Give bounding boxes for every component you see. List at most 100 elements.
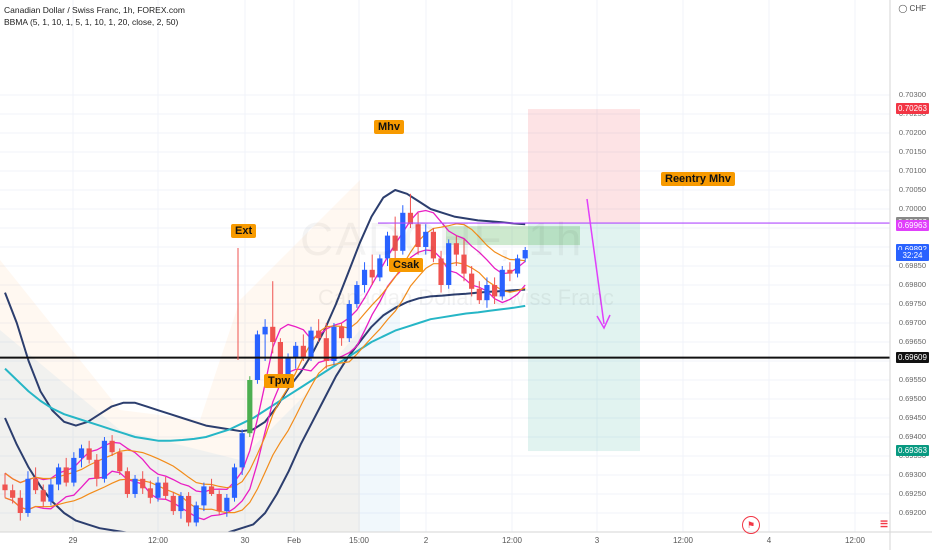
price-tick-label: 0.69750 bbox=[898, 299, 926, 308]
candle bbox=[178, 492, 184, 519]
ma-10-high-line bbox=[4, 223, 526, 489]
candle-body bbox=[94, 459, 100, 479]
candle bbox=[201, 482, 207, 512]
candle bbox=[453, 235, 459, 266]
annotation-reentry[interactable]: Reentry Mhv bbox=[661, 172, 736, 186]
candle-body bbox=[10, 490, 16, 498]
watermark-symbol: CADCHF, 1h bbox=[300, 212, 583, 266]
candle-body bbox=[117, 452, 123, 472]
candle-body bbox=[323, 338, 329, 361]
bollinger-upper-line bbox=[4, 189, 526, 433]
candle-body bbox=[300, 345, 306, 358]
candle bbox=[514, 254, 521, 278]
price-tick-label: 0.69850 bbox=[898, 261, 926, 270]
candle-body bbox=[361, 269, 368, 285]
candle-body bbox=[293, 345, 299, 358]
candle bbox=[415, 212, 421, 255]
candle bbox=[407, 193, 414, 228]
watermark-name: Canadian Dollar / Swiss Franc bbox=[318, 285, 614, 310]
lock-icon: ◯ bbox=[898, 4, 910, 13]
candle bbox=[308, 326, 314, 361]
price-tick-label: 0.70100 bbox=[898, 166, 926, 175]
candle-body bbox=[377, 258, 383, 278]
time-tick-label: 12:00 bbox=[501, 536, 523, 545]
candle-body bbox=[208, 486, 215, 494]
candle bbox=[339, 323, 345, 346]
symbol-title[interactable]: Canadian Dollar / Swiss Franc, 1h, FOREX… bbox=[4, 5, 185, 15]
indicator-legend[interactable]: BBMA (5, 1, 10, 1, 5, 1, 10, 1, 20, clos… bbox=[4, 17, 179, 27]
time-tick-label: 29 bbox=[68, 536, 78, 545]
candle-body bbox=[178, 495, 184, 512]
candle-body bbox=[78, 448, 85, 458]
price-tick-label: 0.70300 bbox=[898, 90, 926, 99]
candle bbox=[423, 224, 429, 255]
candle bbox=[247, 376, 253, 437]
candle-body bbox=[369, 269, 375, 278]
time-tick-label: Feb bbox=[287, 536, 301, 545]
candle bbox=[140, 471, 146, 494]
candle bbox=[323, 323, 329, 369]
annotation-csak[interactable]: Csak bbox=[389, 258, 424, 272]
candle bbox=[400, 205, 406, 255]
candle-body bbox=[48, 484, 54, 502]
candle bbox=[476, 281, 482, 304]
candle-body bbox=[163, 482, 169, 496]
candle-body bbox=[140, 478, 146, 489]
candle-body bbox=[446, 243, 452, 285]
ma-5-low-line bbox=[4, 249, 526, 521]
currency-unit[interactable]: ◯ CHF bbox=[898, 4, 926, 13]
candle-body bbox=[262, 326, 268, 335]
candle-body bbox=[277, 342, 283, 377]
time-tick-label: 2 bbox=[423, 536, 429, 545]
candle-body bbox=[453, 243, 459, 255]
candle-body bbox=[239, 433, 245, 468]
candle bbox=[55, 463, 62, 491]
candle bbox=[346, 300, 352, 342]
candle bbox=[469, 266, 475, 297]
candle bbox=[300, 334, 306, 361]
candle-body bbox=[40, 490, 46, 502]
events-icon[interactable]: ☰ bbox=[879, 519, 889, 529]
candle-body bbox=[55, 467, 62, 485]
time-tick-label: 30 bbox=[240, 536, 250, 545]
candle-body bbox=[469, 273, 475, 289]
candle bbox=[78, 444, 85, 468]
candle-body bbox=[147, 488, 153, 498]
time-tick-label: 4 bbox=[766, 536, 772, 545]
time-tick-label: 3 bbox=[594, 536, 600, 545]
candle bbox=[361, 262, 368, 293]
candle bbox=[25, 471, 31, 517]
annotation-tpw[interactable]: Tpw bbox=[264, 374, 294, 388]
annotation-ext[interactable]: Ext bbox=[231, 224, 257, 238]
candle bbox=[316, 319, 322, 342]
candle-body bbox=[201, 486, 207, 506]
candle-body bbox=[415, 224, 421, 247]
candle bbox=[239, 429, 245, 475]
time-tick-label: 12:00 bbox=[147, 536, 169, 545]
candle-body bbox=[86, 448, 92, 460]
candle-body bbox=[400, 212, 406, 251]
grid-layer bbox=[0, 0, 890, 532]
candle bbox=[109, 435, 115, 456]
candle-body bbox=[231, 467, 238, 498]
price-tick-label: 0.70200 bbox=[898, 128, 926, 137]
stop-loss-zone bbox=[528, 109, 640, 224]
candle bbox=[48, 478, 54, 506]
annotation-mhv[interactable]: Mhv bbox=[374, 120, 404, 134]
price-tag: 32:24 bbox=[896, 249, 929, 261]
candle bbox=[71, 452, 77, 487]
candle-body bbox=[132, 478, 138, 494]
candle bbox=[86, 440, 92, 464]
calendar-flag-icon[interactable]: ⚑ bbox=[742, 516, 760, 534]
target-arrow-line bbox=[586, 198, 605, 325]
candle bbox=[124, 467, 130, 498]
candle-body bbox=[193, 505, 199, 523]
candle-body bbox=[461, 254, 467, 274]
candle bbox=[170, 492, 176, 515]
candle bbox=[17, 490, 23, 521]
price-tick-label: 0.70150 bbox=[898, 147, 926, 156]
price-tag: 0.70263 bbox=[896, 103, 929, 115]
candle-body bbox=[499, 269, 505, 297]
